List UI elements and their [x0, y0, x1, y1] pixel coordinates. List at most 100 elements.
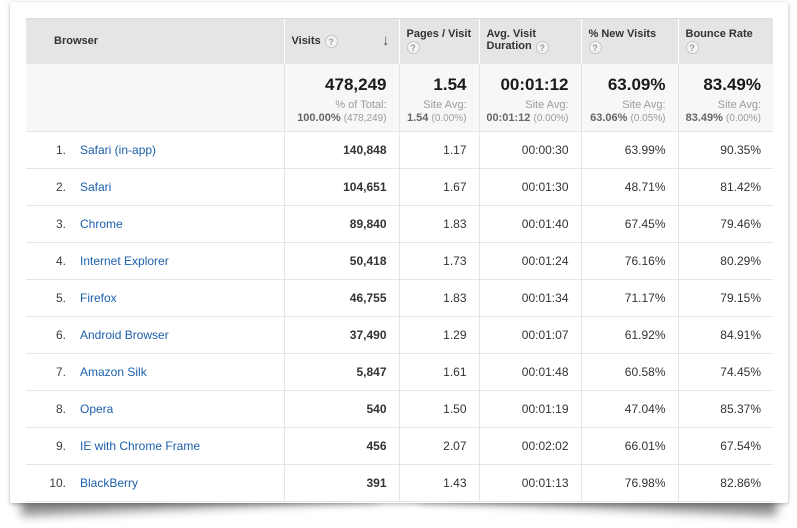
- table-row: 6. Android Browser 37,490 1.29 00:01:07 6…: [26, 316, 773, 354]
- pct-new-visits-value: 66.01%: [580, 427, 678, 465]
- visits-value: 46,755: [283, 279, 399, 317]
- pct-new-visits-value: 63.99%: [580, 131, 678, 169]
- visits-value: 104,651: [283, 168, 399, 206]
- row-rank: 8.: [55, 402, 66, 416]
- table-row: 9. IE with Chrome Frame 456 2.07 00:02:02…: [26, 427, 773, 465]
- column-header-bounce-rate[interactable]: Bounce Rate ?: [677, 18, 773, 64]
- avg-visit-duration-value: 00:02:02: [478, 427, 581, 465]
- bounce-rate-value: 79.46%: [677, 205, 773, 243]
- pct-new-visits-value: 76.16%: [580, 242, 678, 280]
- summary-pct-new-visits: 63.09% Site Avg: 63.06% (0.05%): [580, 63, 678, 132]
- summary-bounce-rate: 83.49% Site Avg: 83.49% (0.00%): [677, 63, 773, 132]
- sort-descending-icon: ↓: [382, 32, 390, 50]
- pages-per-visit-value: 1.67: [398, 168, 479, 206]
- table-row: 3. Chrome 89,840 1.83 00:01:40 67.45% 79.…: [26, 205, 773, 243]
- column-label: % New Visits: [588, 28, 657, 41]
- row-rank: 9.: [55, 439, 66, 453]
- bounce-rate-value: 67.54%: [677, 427, 773, 465]
- pages-per-visit-value: 1.83: [398, 205, 479, 243]
- column-header-visits[interactable]: Visits? ↓: [283, 18, 399, 64]
- pct-new-visits-value: 48.71%: [580, 168, 678, 206]
- row-rank: 5.: [55, 291, 66, 305]
- row-rank: 7.: [55, 365, 66, 379]
- column-label: Pages / Visit: [406, 28, 472, 41]
- bounce-rate-value: 85.37%: [677, 390, 773, 428]
- pct-new-visits-value: 67.45%: [580, 205, 678, 243]
- browser-link[interactable]: Amazon Silk: [80, 365, 147, 379]
- column-header-avg-visit-duration[interactable]: Avg. Visit Duration?: [478, 18, 581, 64]
- browser-link[interactable]: Chrome: [80, 217, 123, 231]
- column-label: Browser: [54, 35, 99, 48]
- pages-per-visit-value: 1.73: [398, 242, 479, 280]
- browser-link[interactable]: BlackBerry: [80, 476, 139, 490]
- visits-value: 391: [283, 464, 399, 502]
- pct-new-visits-value: 60.58%: [580, 353, 678, 391]
- pct-new-visits-value: 71.17%: [580, 279, 678, 317]
- help-icon[interactable]: ?: [535, 41, 549, 55]
- row-rank: 4.: [55, 254, 66, 268]
- summary-visits: 478,249 % of Total: 100.00% (478,249): [283, 63, 399, 132]
- visits-value: 50,418: [283, 242, 399, 280]
- browser-link[interactable]: Safari (in-app): [80, 143, 157, 157]
- analytics-table-card: Browser Visits? ↓ Pages / Visit ?: [10, 2, 788, 503]
- table-row: 4. Internet Explorer 50,418 1.73 00:01:24…: [26, 242, 773, 280]
- bounce-rate-value: 84.91%: [677, 316, 773, 354]
- browser-link[interactable]: Firefox: [80, 291, 117, 305]
- visits-value: 140,848: [283, 131, 399, 169]
- browser-link[interactable]: Internet Explorer: [80, 254, 169, 268]
- avg-visit-duration-value: 00:00:30: [478, 131, 581, 169]
- visits-value: 37,490: [283, 316, 399, 354]
- pct-new-visits-value: 61.92%: [580, 316, 678, 354]
- column-label: Avg. Visit Duration: [486, 28, 537, 53]
- visits-value: 89,840: [283, 205, 399, 243]
- column-label: Visits: [291, 35, 321, 48]
- pages-per-visit-value: 1.17: [398, 131, 479, 169]
- row-rank: 6.: [55, 328, 66, 342]
- summary-row: 478,249 % of Total: 100.00% (478,249) 1.…: [26, 63, 773, 132]
- bounce-rate-value: 79.15%: [677, 279, 773, 317]
- pages-per-visit-value: 1.50: [398, 390, 479, 428]
- avg-visit-duration-value: 00:01:19: [478, 390, 581, 428]
- avg-visit-duration-value: 00:01:13: [478, 464, 581, 502]
- bounce-rate-value: 74.45%: [677, 353, 773, 391]
- row-rank: 1.: [55, 143, 66, 157]
- help-icon[interactable]: ?: [588, 41, 602, 55]
- visits-value: 5,847: [283, 353, 399, 391]
- avg-visit-duration-value: 00:01:07: [478, 316, 581, 354]
- avg-visit-duration-value: 00:01:40: [478, 205, 581, 243]
- column-header-pages-per-visit[interactable]: Pages / Visit ?: [398, 18, 479, 64]
- column-header-browser[interactable]: Browser: [26, 18, 284, 64]
- pages-per-visit-value: 2.07: [398, 427, 479, 465]
- visits-value: 540: [283, 390, 399, 428]
- pages-per-visit-value: 1.61: [398, 353, 479, 391]
- pct-new-visits-value: 76.98%: [580, 464, 678, 502]
- row-rank: 10.: [49, 476, 66, 490]
- browser-link[interactable]: Android Browser: [80, 328, 169, 342]
- help-icon[interactable]: ?: [685, 41, 699, 55]
- browser-link[interactable]: Opera: [80, 402, 114, 416]
- bounce-rate-value: 80.29%: [677, 242, 773, 280]
- row-rank: 2.: [55, 180, 66, 194]
- table-row: 8. Opera 540 1.50 00:01:19 47.04% 85.37%: [26, 390, 773, 428]
- pages-per-visit-value: 1.83: [398, 279, 479, 317]
- bounce-rate-value: 90.35%: [677, 131, 773, 169]
- row-rank: 3.: [55, 217, 66, 231]
- summary-avg-visit-duration: 00:01:12 Site Avg: 00:01:12 (0.00%): [478, 63, 581, 132]
- column-header-pct-new-visits[interactable]: % New Visits ?: [580, 18, 678, 64]
- avg-visit-duration-value: 00:01:30: [478, 168, 581, 206]
- table-header-row: Browser Visits? ↓ Pages / Visit ?: [26, 18, 773, 64]
- pages-per-visit-value: 1.29: [398, 316, 479, 354]
- bounce-rate-value: 82.86%: [677, 464, 773, 502]
- bounce-rate-value: 81.42%: [677, 168, 773, 206]
- avg-visit-duration-value: 00:01:48: [478, 353, 581, 391]
- column-label: Bounce Rate: [685, 28, 753, 41]
- browser-link[interactable]: IE with Chrome Frame: [80, 439, 201, 453]
- table-row: 1. Safari (in-app) 140,848 1.17 00:00:30 …: [26, 131, 773, 169]
- table-row: 2. Safari 104,651 1.67 00:01:30 48.71% 81…: [26, 168, 773, 206]
- browser-link[interactable]: Safari: [80, 180, 112, 194]
- help-icon[interactable]: ?: [324, 34, 338, 48]
- help-icon[interactable]: ?: [406, 41, 420, 55]
- summary-browser-cell: [26, 63, 284, 132]
- total-visits: 478,249: [325, 74, 387, 94]
